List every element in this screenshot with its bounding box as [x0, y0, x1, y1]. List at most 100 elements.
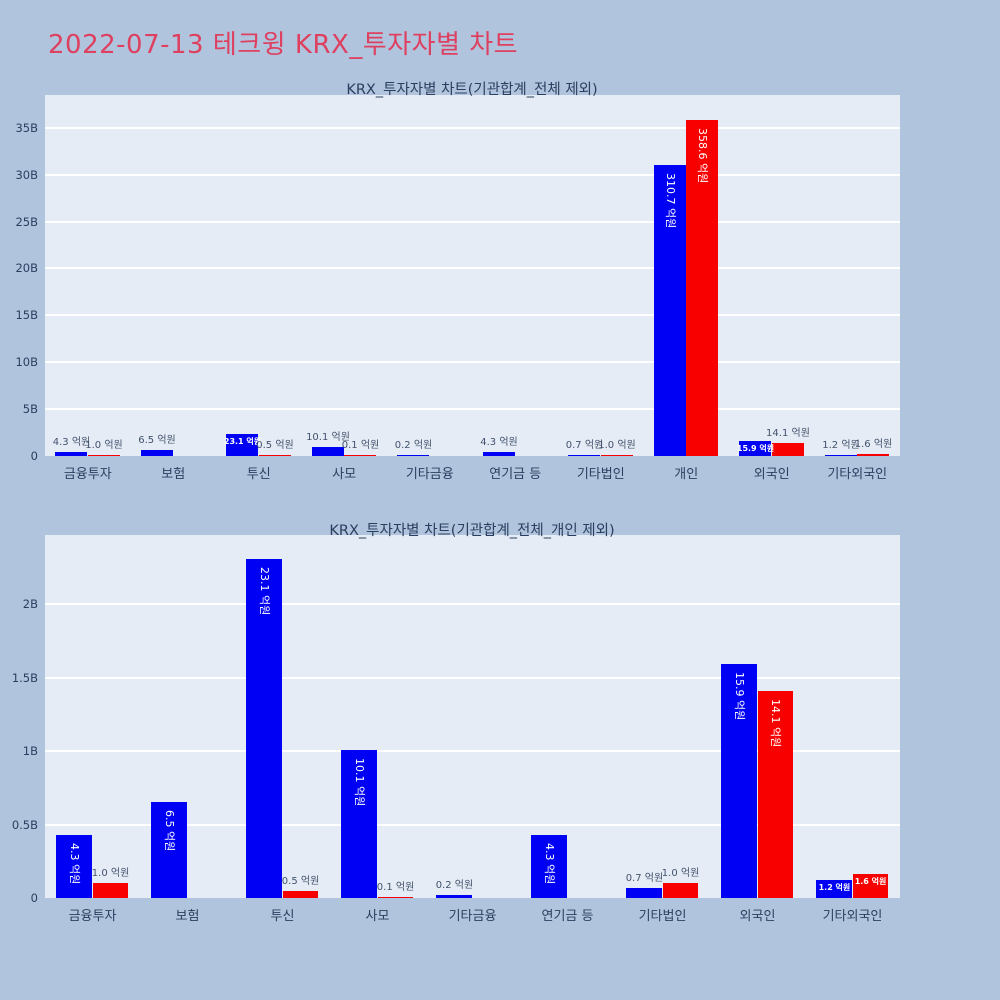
bar-외국인-red[interactable]: [771, 442, 804, 456]
bar-금융투자-red[interactable]: [92, 883, 129, 898]
bar-외국인-blue[interactable]: [721, 664, 757, 898]
bar-value-label: 310.7 억원: [663, 172, 677, 228]
bar-투신-red[interactable]: [258, 455, 291, 456]
x-tick-label: 연기금 등: [489, 467, 542, 482]
bar-금융투자-blue[interactable]: [55, 451, 88, 456]
chart-2-title: KRX_투자자별 차트(기관합계_전체_개인 제외): [329, 523, 615, 539]
bar-value-label: 15.9 억원: [736, 444, 775, 454]
bar-금융투자-blue[interactable]: [56, 834, 92, 898]
bar-value-label: 0.2 억원: [394, 440, 433, 451]
bar-value-label: 6.5 억원: [162, 810, 176, 852]
y-tick-label: 1B: [22, 744, 38, 759]
bar-value-label: 0.5 억원: [256, 440, 294, 451]
bar-사모-blue[interactable]: [311, 446, 344, 456]
bar-보험-blue[interactable]: [151, 802, 187, 898]
x-tick-label: 기타금융: [448, 909, 497, 924]
y-tick-label: 1.5B: [11, 670, 38, 685]
bar-투신-blue[interactable]: [246, 558, 282, 898]
bar-value-label: 14.1 억원: [766, 427, 810, 439]
x-tick-label: 기타금융: [405, 467, 454, 482]
bar-투신-blue[interactable]: [226, 434, 259, 456]
bar-보험-blue[interactable]: [140, 449, 173, 456]
bar-투신-red[interactable]: [282, 890, 319, 898]
bar-value-label: 1.2 억원: [818, 883, 851, 893]
x-tick-label: 투신: [246, 467, 271, 482]
page-title: 2022-07-13 테크윙 KRX_투자자별 차트: [48, 30, 519, 60]
bar-기타법인-blue[interactable]: [626, 887, 662, 898]
x-tick-label: 외국인: [739, 909, 776, 924]
bar-연기금 등-blue[interactable]: [482, 451, 515, 456]
bar-value-label: 0.7 억원: [625, 872, 664, 884]
bar-value-label: 4.3 억원: [480, 436, 518, 448]
bar-기타외국인-blue[interactable]: [816, 880, 852, 898]
y-gridline: [45, 750, 900, 753]
bar-value-label: 1.0 억원: [91, 868, 130, 880]
bar-value-label: 0.7 억원: [565, 440, 604, 451]
bar-기타금융-blue[interactable]: [436, 895, 472, 898]
x-tick-label: 투신: [270, 909, 295, 924]
y-tick-label: 25B: [15, 214, 38, 229]
bar-연기금 등-blue[interactable]: [531, 834, 567, 898]
bar-개인-red[interactable]: [686, 119, 719, 456]
bar-value-label: 1.0 억원: [661, 868, 700, 880]
bar-사모-red[interactable]: [344, 455, 377, 456]
bar-금융투자-red[interactable]: [87, 455, 120, 456]
x-tick-label: 사모: [332, 467, 357, 482]
y-gridline: [45, 173, 900, 176]
chart-1-title: KRX_투자자별 차트(기관합계_전체 제외): [346, 82, 598, 98]
x-tick-label: 외국인: [753, 467, 790, 482]
bar-value-label: 15.9 억원: [732, 672, 746, 721]
y-gridline: [45, 408, 900, 411]
bar-value-label: 0.2 억원: [435, 880, 474, 892]
bar-value-label: 10.1 억원: [306, 431, 350, 443]
bar-기타법인-blue[interactable]: [568, 455, 601, 456]
x-tick-label: 금융투자: [68, 909, 117, 924]
bar-외국인-blue[interactable]: [739, 441, 772, 456]
y-tick-label: 0: [30, 891, 38, 905]
bar-value-label: 4.3 억원: [67, 842, 81, 885]
y-gridline: [45, 603, 900, 606]
y-gridline: [45, 314, 900, 317]
bar-외국인-red[interactable]: [757, 690, 794, 898]
bar-사모-blue[interactable]: [341, 749, 377, 898]
bar-기타금융-blue[interactable]: [397, 455, 430, 456]
bar-value-label: 23.1 억원: [223, 437, 262, 447]
bar-value-label: 6.5 억원: [138, 434, 176, 446]
y-tick-label: 0: [30, 449, 38, 463]
y-gridline: [45, 220, 900, 223]
x-tick-label: 기타외국인: [827, 467, 888, 482]
bar-기타법인-red[interactable]: [600, 455, 633, 456]
bar-value-label: 1.6 억원: [854, 439, 893, 451]
chart-1-plot-area: [45, 95, 900, 456]
bar-value-label: 1.2 억원: [822, 439, 860, 451]
x-tick-label: 기타외국인: [822, 909, 883, 924]
y-gridline: [45, 676, 900, 679]
bar-value-label: 0.1 억원: [341, 440, 380, 451]
bar-value-label: 1.0 억원: [85, 440, 123, 451]
bar-기타외국인-red[interactable]: [857, 454, 890, 456]
x-tick-label: 금융투자: [63, 467, 112, 482]
bar-value-label: 358.6 억원: [695, 127, 709, 183]
y-gridline: [45, 823, 900, 826]
bar-value-label: 0.5 억원: [281, 875, 320, 887]
bar-value-label: 4.3 억원: [542, 842, 556, 885]
x-tick-label: 사모: [365, 909, 390, 924]
x-tick-label: 개인: [674, 467, 699, 482]
y-tick-label: 30B: [15, 167, 38, 182]
y-tick-label: 35B: [15, 120, 38, 135]
x-tick-label: 기타법인: [638, 909, 687, 924]
bar-기타법인-red[interactable]: [662, 883, 699, 898]
bar-value-label: 4.3 억원: [52, 436, 91, 448]
bar-value-label: 14.1 억원: [769, 698, 783, 748]
y-gridline: [45, 126, 900, 129]
bar-기타외국인-blue[interactable]: [824, 454, 857, 456]
y-gridline: [45, 361, 900, 364]
y-tick-label: 5B: [22, 402, 38, 417]
bar-사모-red[interactable]: [377, 896, 414, 898]
y-tick-label: 10B: [15, 355, 38, 370]
bar-기타외국인-red[interactable]: [852, 874, 889, 898]
y-tick-label: 15B: [15, 308, 38, 323]
bar-개인-blue[interactable]: [653, 164, 686, 456]
bar-value-label: 1.0 억원: [598, 440, 636, 451]
